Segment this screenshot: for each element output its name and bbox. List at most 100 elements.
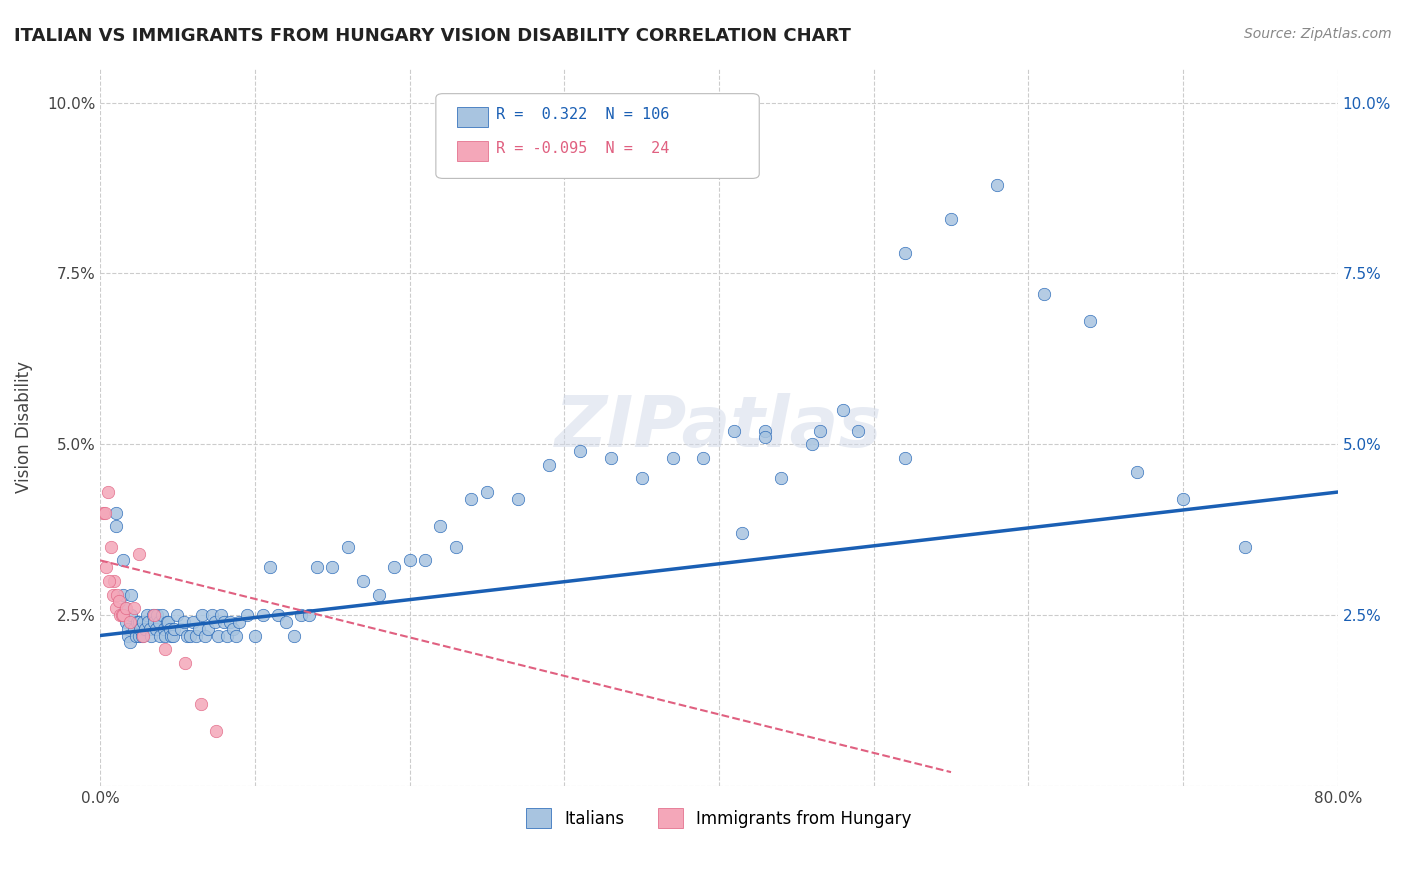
Point <box>444 540 467 554</box>
Point <box>1171 491 1194 506</box>
Point <box>114 601 136 615</box>
Point <box>661 450 683 465</box>
Point <box>128 547 150 561</box>
Point <box>939 211 962 226</box>
Point <box>141 628 163 642</box>
Point <box>157 615 180 629</box>
Y-axis label: Vision Disability: Vision Disability <box>15 361 32 493</box>
Point <box>184 628 207 642</box>
Point <box>537 458 560 472</box>
Text: Source: ZipAtlas.com: Source: ZipAtlas.com <box>1244 27 1392 41</box>
Point <box>128 615 150 629</box>
Point <box>222 622 245 636</box>
Point <box>754 430 776 444</box>
Text: ZIPatlas: ZIPatlas <box>555 392 883 462</box>
Legend: Italians, Immigrants from Hungary: Italians, Immigrants from Hungary <box>520 801 918 835</box>
Point <box>599 450 621 465</box>
Text: R = -0.095  N =  24: R = -0.095 N = 24 <box>496 141 669 155</box>
Point <box>148 615 170 629</box>
Point <box>893 246 915 260</box>
Point <box>723 424 745 438</box>
Point <box>160 628 183 642</box>
Point <box>125 628 148 642</box>
Point <box>692 450 714 465</box>
Point <box>142 607 165 622</box>
Point <box>103 574 125 588</box>
Point <box>506 491 529 506</box>
Point <box>163 622 186 636</box>
Point <box>290 607 312 622</box>
Point <box>111 607 134 622</box>
Point <box>117 628 139 642</box>
Point <box>150 607 173 622</box>
Point <box>243 628 266 642</box>
Point <box>97 485 120 500</box>
Text: R =  0.322  N = 106: R = 0.322 N = 106 <box>496 107 669 121</box>
Point <box>131 628 153 642</box>
Point <box>1032 287 1054 301</box>
Point <box>398 553 420 567</box>
Point <box>166 607 188 622</box>
Point <box>769 471 792 485</box>
Point <box>568 444 591 458</box>
Point <box>136 615 159 629</box>
Point <box>413 553 436 567</box>
Point <box>204 615 226 629</box>
Point <box>252 607 274 622</box>
Point <box>115 615 138 629</box>
Point <box>149 628 172 642</box>
Point <box>352 574 374 588</box>
Point <box>1125 465 1147 479</box>
Point <box>205 724 228 739</box>
Point <box>101 587 124 601</box>
Point <box>104 519 127 533</box>
Point <box>215 628 238 642</box>
Point <box>134 622 156 636</box>
Point <box>138 622 160 636</box>
Point <box>267 607 290 622</box>
Point <box>112 587 135 601</box>
Point <box>135 607 157 622</box>
Point <box>630 471 652 485</box>
Point <box>321 560 343 574</box>
Point <box>986 178 1008 192</box>
Point <box>754 424 776 438</box>
Point <box>219 615 242 629</box>
Point <box>429 519 451 533</box>
Point <box>145 622 167 636</box>
Point <box>173 615 195 629</box>
Point <box>259 560 281 574</box>
Point <box>236 607 259 622</box>
Point <box>152 622 174 636</box>
Point <box>100 540 122 554</box>
Point <box>209 607 232 622</box>
Point <box>132 628 155 642</box>
Point <box>104 601 127 615</box>
Point <box>191 607 214 622</box>
Point <box>128 628 150 642</box>
Point <box>176 628 198 642</box>
Point <box>197 622 219 636</box>
Point <box>225 628 247 642</box>
Point <box>475 485 498 500</box>
Point <box>120 607 142 622</box>
Point <box>153 642 176 657</box>
Point <box>298 607 321 622</box>
Point <box>159 622 181 636</box>
Point <box>305 560 328 574</box>
Point <box>105 587 128 601</box>
Point <box>1078 314 1101 328</box>
Point <box>112 607 135 622</box>
Text: ITALIAN VS IMMIGRANTS FROM HUNGARY VISION DISABILITY CORRELATION CHART: ITALIAN VS IMMIGRANTS FROM HUNGARY VISIO… <box>14 27 851 45</box>
Point <box>174 656 197 670</box>
Point <box>190 697 212 711</box>
Point <box>283 628 305 642</box>
Point <box>188 622 211 636</box>
Point <box>1233 540 1256 554</box>
Point <box>94 506 117 520</box>
Point <box>118 615 141 629</box>
Point <box>207 628 229 642</box>
Point <box>162 628 184 642</box>
Point <box>169 622 191 636</box>
Point <box>460 491 482 506</box>
